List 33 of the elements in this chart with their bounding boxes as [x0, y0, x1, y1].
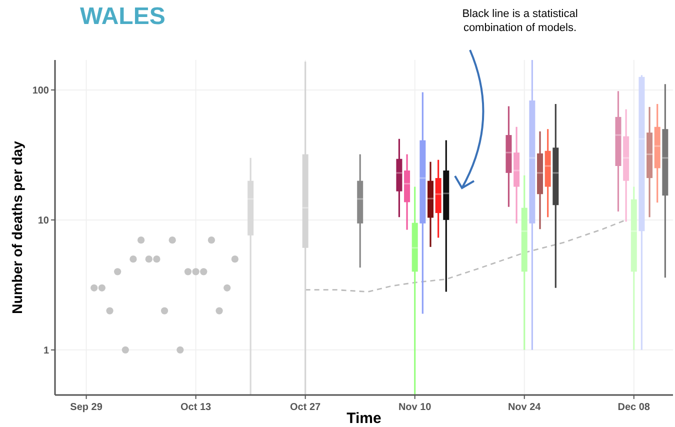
point — [216, 307, 223, 314]
point — [200, 268, 208, 276]
point — [114, 268, 122, 276]
point — [145, 256, 152, 263]
x-tick-label: Oct 27 — [290, 402, 322, 413]
point — [90, 284, 98, 292]
y-tick-label: 1 — [43, 345, 50, 356]
y-tick-label: 10 — [38, 215, 50, 226]
point — [184, 268, 192, 276]
x-tick-label: Oct 13 — [180, 402, 212, 413]
point — [176, 346, 184, 354]
point — [168, 236, 176, 244]
line-series — [304, 219, 627, 292]
chart-title: WALES — [80, 3, 166, 30]
point — [224, 284, 231, 292]
point — [160, 307, 168, 314]
y-axis-title: Number of deaths per day — [9, 140, 25, 314]
x-tick-label: Sep 29 — [70, 402, 103, 413]
y-tick-label: 100 — [32, 85, 50, 96]
x-axis-title: Time — [346, 410, 382, 427]
x-tick-label: Dec 08 — [618, 402, 650, 413]
point — [106, 307, 114, 314]
point — [122, 346, 129, 354]
text: Black line is a statistical combination of models. — [462, 8, 578, 34]
point — [130, 256, 137, 263]
point — [192, 268, 200, 276]
x-tick-label: Nov 24 — [508, 402, 542, 413]
point — [231, 256, 238, 263]
point — [98, 284, 106, 292]
point — [153, 256, 160, 263]
x-tick-label: Nov 10 — [398, 402, 432, 413]
point — [137, 236, 145, 244]
point — [208, 236, 216, 244]
